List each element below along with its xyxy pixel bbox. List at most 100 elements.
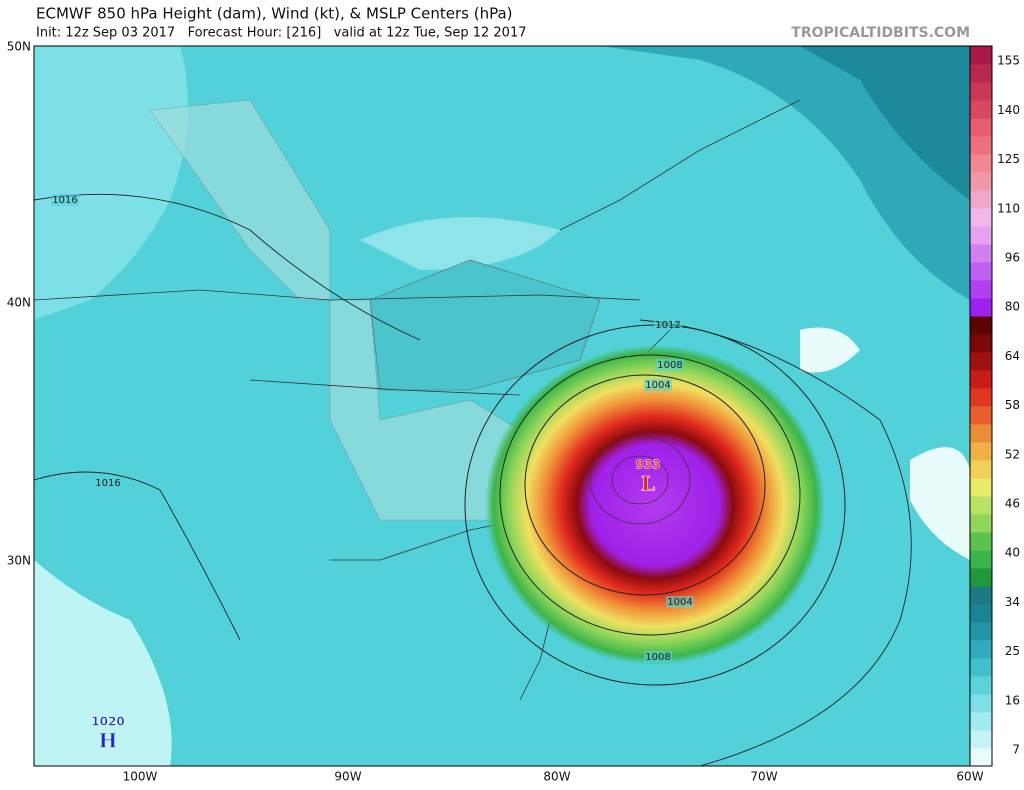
lon-label: 60W <box>956 770 983 784</box>
wind-field <box>910 447 970 560</box>
colorbar-segment <box>970 226 992 245</box>
colorbar-segment <box>970 514 992 533</box>
contour-label: 1016 <box>95 478 120 489</box>
colorbar-tick-label: 64 <box>1005 349 1020 363</box>
colorbar-segment <box>970 244 992 263</box>
colorbar-tick-label: 40 <box>1005 546 1020 560</box>
colorbar-segment <box>970 622 992 641</box>
colorbar-segment <box>970 442 992 461</box>
colorbar-segment <box>970 64 992 83</box>
isobar <box>611 455 669 505</box>
colorbar-segment <box>970 262 992 281</box>
colorbar-segment <box>970 694 992 713</box>
contour-label-bg <box>656 359 684 371</box>
colorbar-segment <box>970 424 992 443</box>
wind-field <box>800 327 860 373</box>
colorbar-tick-label: 96 <box>1005 251 1020 265</box>
contour-label-bg <box>51 194 79 206</box>
colorbar-segment <box>970 658 992 677</box>
colorbar-tick-label: 34 <box>1005 595 1020 609</box>
wind-field <box>600 46 970 300</box>
colorbar-segment <box>970 388 992 407</box>
colorbar-tick-label: 7 <box>1012 743 1020 757</box>
contour-label: 1004 <box>645 380 670 391</box>
colorbar-segment <box>970 190 992 209</box>
colorbar-segment <box>970 748 992 767</box>
colorbar-tick-label: 140 <box>997 103 1020 117</box>
colorbar-segment <box>970 316 992 335</box>
colorbar-segment <box>970 136 992 155</box>
colorbar-tick-label: 58 <box>1005 398 1020 412</box>
isobar <box>589 435 691 525</box>
isobar <box>524 374 766 596</box>
colorbar-segment <box>970 460 992 479</box>
colorbar-segment <box>970 280 992 299</box>
colorbar-segment <box>970 550 992 569</box>
site-credit: TROPICALTIDBITS.COM <box>791 25 970 41</box>
colorbar-segment <box>970 478 992 497</box>
colorbar-segment <box>970 172 992 191</box>
colorbar-tick-label: 125 <box>997 152 1020 166</box>
contour-label-bg <box>644 651 672 663</box>
wind-field <box>34 46 188 320</box>
contour-label-bg <box>644 379 672 391</box>
lon-label: 80W <box>543 770 570 784</box>
colorbar-tick-label: 52 <box>1005 447 1020 461</box>
colorbar-segment <box>970 712 992 731</box>
contour-label: 1016 <box>52 195 77 206</box>
pressure-center-value: 933 <box>635 458 660 472</box>
map-area <box>34 46 970 766</box>
colorbar-segment <box>970 46 992 65</box>
pressure-center-symbol: L <box>641 472 655 496</box>
lat-label: 30N <box>7 554 31 568</box>
colorbar-tick-label: 110 <box>997 201 1020 215</box>
contour-label: 1008 <box>657 360 682 371</box>
colorbar-segment <box>970 208 992 227</box>
colorbar-segment <box>970 532 992 551</box>
lat-label: 40N <box>7 296 31 310</box>
colorbar-segment <box>970 370 992 389</box>
lat-label: 50N <box>7 40 31 54</box>
wind-field <box>360 217 560 270</box>
lon-label: 90W <box>334 770 361 784</box>
colorbar-segment <box>970 406 992 425</box>
isobar <box>499 354 801 636</box>
contour-label-bg <box>94 477 122 489</box>
lon-label: 70W <box>750 770 777 784</box>
colorbar-segment <box>970 676 992 695</box>
colorbar-segment <box>970 154 992 173</box>
colorbar-frame <box>969 45 993 767</box>
lon-label: 100W <box>123 770 158 784</box>
colorbar-segment <box>970 586 992 605</box>
colorbar: 7 16 25 34 40 46 52 58 64 80 96 110 125 140 155 <box>970 46 1020 767</box>
isobar <box>34 193 912 766</box>
contour-label-bg <box>654 319 682 331</box>
colorbar-segment <box>970 730 992 749</box>
contour-label-bg <box>666 596 694 608</box>
colorbar-tick-label: 25 <box>1005 644 1020 658</box>
colorbar-segment <box>970 496 992 515</box>
colorbar-tick-label: 16 <box>1005 693 1020 707</box>
pressure-center-symbol: H <box>99 729 118 753</box>
contour-label: 1008 <box>645 652 670 663</box>
colorbar-segment <box>970 568 992 587</box>
colorbar-segment <box>970 298 992 317</box>
colorbar-tick-label: 80 <box>1005 300 1020 314</box>
colorbar-segment <box>970 352 992 371</box>
colorbar-segment <box>970 118 992 137</box>
colorbar-segment <box>970 82 992 101</box>
land-states <box>369 259 601 391</box>
wind-field <box>34 560 172 766</box>
subtitle: Init: 12z Sep 03 2017 Forecast Hour: [21… <box>36 26 527 41</box>
colorbar-segment <box>970 604 992 623</box>
colorbar-tick-label: 46 <box>1005 497 1020 511</box>
colorbar-segment <box>970 100 992 119</box>
title: ECMWF 850 hPa Height (dam), Wind (kt), &… <box>36 5 513 23</box>
colorbar-segment <box>970 334 992 353</box>
wind-field <box>800 46 970 200</box>
colorbar-tick-label: 155 <box>997 54 1020 68</box>
pressure-center-value: 1020 <box>91 715 124 729</box>
contour-label: 1012 <box>655 320 680 331</box>
contour-label: 1004 <box>667 597 692 608</box>
